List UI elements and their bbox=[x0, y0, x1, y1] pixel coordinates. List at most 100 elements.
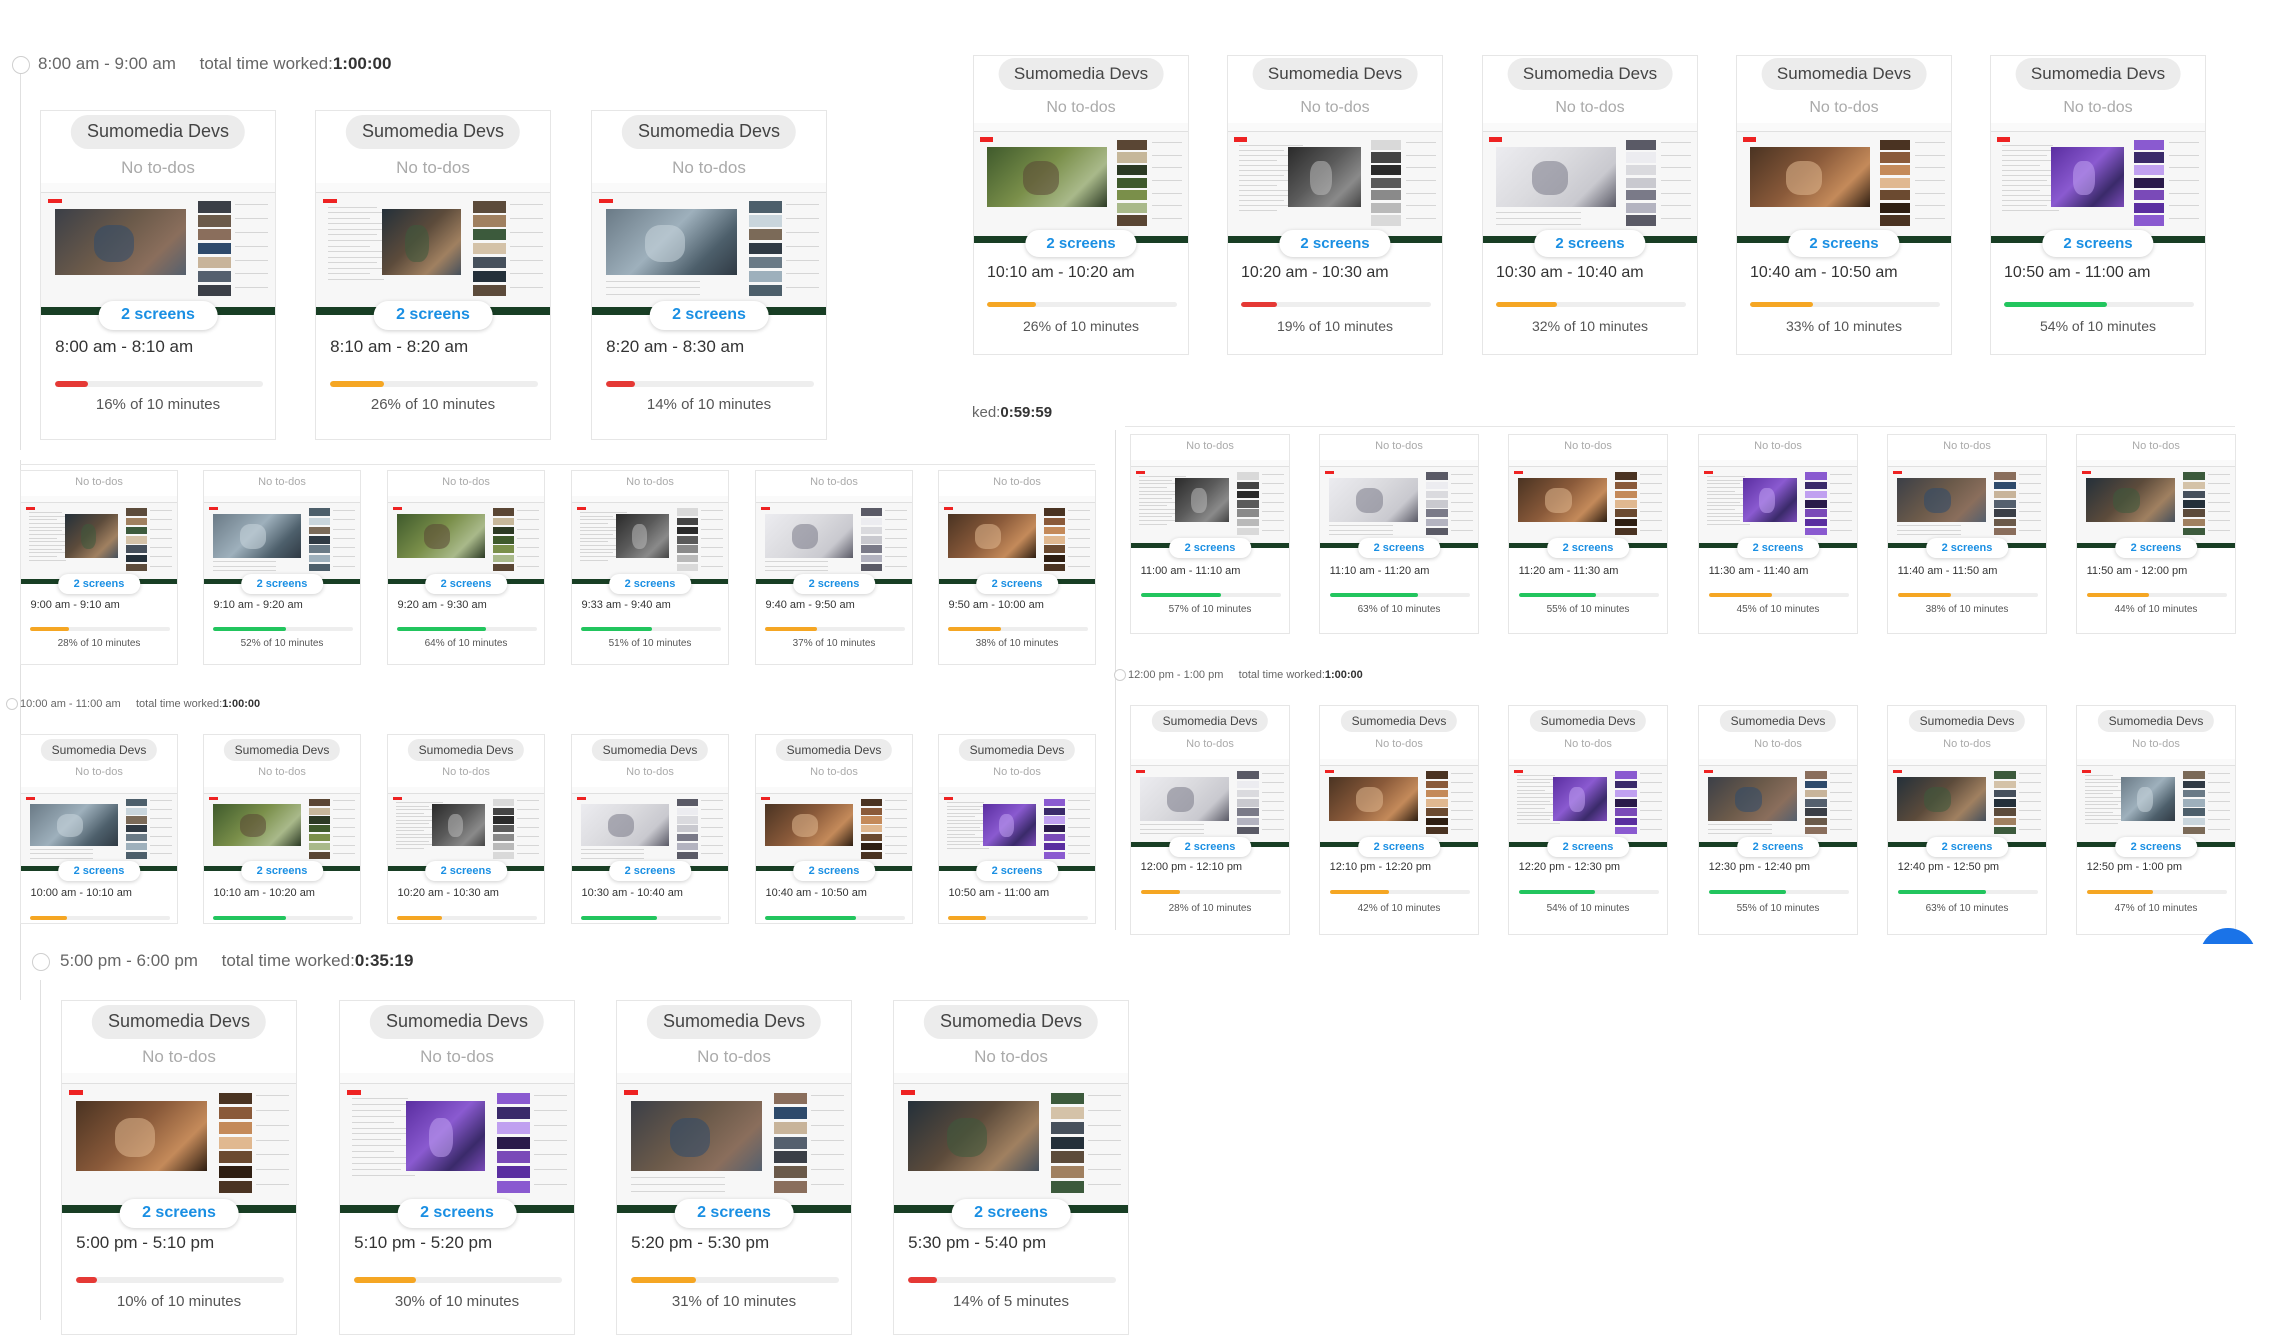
project-pill[interactable]: Sumomedia Devs bbox=[91, 1005, 267, 1039]
screenshot-thumbnail[interactable] bbox=[2077, 759, 2235, 847]
screens-badge[interactable]: 2 screens bbox=[793, 861, 875, 881]
activity-card[interactable]: Sumomedia Devs No to-dos 2 screens 5:10 pm … bbox=[339, 1000, 575, 1335]
screens-badge[interactable]: 2 screens bbox=[609, 574, 691, 594]
screenshot-thumbnail[interactable] bbox=[756, 787, 912, 871]
project-pill[interactable]: Sumomedia Devs bbox=[998, 58, 1164, 90]
screens-badge[interactable]: 2 screens bbox=[976, 574, 1058, 594]
screenshot-thumbnail[interactable] bbox=[1320, 460, 1478, 548]
screenshot-thumbnail[interactable] bbox=[62, 1073, 296, 1213]
screenshot-thumbnail[interactable] bbox=[204, 787, 360, 871]
activity-card[interactable]: No to-dos 2 screens 9:00 am - 9:10 am 28% o… bbox=[20, 470, 178, 665]
screens-badge[interactable]: 2 screens bbox=[1279, 229, 1391, 257]
activity-card[interactable]: Sumomedia Devs No to-dos 2 screens 12:30 pm… bbox=[1698, 705, 1858, 935]
screenshot-thumbnail[interactable] bbox=[939, 496, 1095, 584]
activity-card[interactable]: No to-dos 2 screens 11:50 am - 12:00 pm 44%… bbox=[2076, 434, 2236, 634]
activity-card[interactable]: No to-dos 2 screens 9:33 am - 9:40 am 51% o… bbox=[571, 470, 729, 665]
screens-badge[interactable]: 2 screens bbox=[609, 861, 691, 881]
screens-badge[interactable]: 2 screens bbox=[241, 861, 323, 881]
screens-badge[interactable]: 2 screens bbox=[241, 574, 323, 594]
screens-badge[interactable]: 2 screens bbox=[425, 861, 507, 881]
screens-badge[interactable]: 2 screens bbox=[397, 1198, 517, 1228]
activity-card[interactable]: Sumomedia Devs No to-dos 2 screens 10:00 am… bbox=[20, 734, 178, 924]
screenshot-thumbnail[interactable] bbox=[316, 183, 550, 315]
screenshot-thumbnail[interactable] bbox=[388, 496, 544, 584]
screenshot-thumbnail[interactable] bbox=[617, 1073, 851, 1213]
screenshot-thumbnail[interactable] bbox=[1888, 759, 2046, 847]
screenshot-thumbnail[interactable] bbox=[1699, 759, 1857, 847]
project-pill[interactable]: Sumomedia Devs bbox=[1529, 710, 1647, 733]
project-pill[interactable]: Sumomedia Devs bbox=[2097, 710, 2215, 733]
screens-badge[interactable]: 2 screens bbox=[1547, 538, 1629, 558]
activity-card[interactable]: Sumomedia Devs No to-dos 2 screens 5:30 pm … bbox=[893, 1000, 1129, 1335]
project-pill[interactable]: Sumomedia Devs bbox=[1507, 58, 1673, 90]
project-pill[interactable]: Sumomedia Devs bbox=[369, 1005, 545, 1039]
project-pill[interactable]: Sumomedia Devs bbox=[2015, 58, 2181, 90]
activity-card[interactable]: No to-dos 2 screens 11:10 am - 11:20 am 63%… bbox=[1319, 434, 1479, 634]
project-pill[interactable]: Sumomedia Devs bbox=[1340, 710, 1458, 733]
screens-badge[interactable]: 2 screens bbox=[1358, 837, 1440, 857]
activity-card[interactable]: Sumomedia Devs No to-dos 2 screens 12:40 pm… bbox=[1887, 705, 2047, 935]
screens-badge[interactable]: 2 screens bbox=[2042, 229, 2154, 257]
screenshot-thumbnail[interactable] bbox=[1131, 759, 1289, 847]
screenshot-thumbnail[interactable] bbox=[1320, 759, 1478, 847]
project-pill[interactable]: Sumomedia Devs bbox=[775, 739, 893, 762]
screens-badge[interactable]: 2 screens bbox=[976, 861, 1058, 881]
screens-badge[interactable]: 2 screens bbox=[793, 574, 875, 594]
activity-card[interactable]: Sumomedia Devs No to-dos 2 screens 12:20 pm… bbox=[1508, 705, 1668, 935]
screens-badge[interactable]: 2 screens bbox=[674, 1198, 794, 1228]
screenshot-thumbnail[interactable] bbox=[572, 496, 728, 584]
activity-card[interactable]: Sumomedia Devs No to-dos 2 screens 10:30 am… bbox=[571, 734, 729, 924]
screenshot-thumbnail[interactable] bbox=[21, 787, 177, 871]
screens-badge[interactable]: 2 screens bbox=[58, 574, 140, 594]
activity-card[interactable]: No to-dos 2 screens 9:10 am - 9:20 am 52% o… bbox=[203, 470, 361, 665]
screenshot-thumbnail[interactable] bbox=[1737, 123, 1951, 243]
activity-card[interactable]: No to-dos 2 screens 9:50 am - 10:00 am 38% … bbox=[938, 470, 1096, 665]
project-pill[interactable]: Sumomedia Devs bbox=[223, 739, 341, 762]
activity-card[interactable]: Sumomedia Devs No to-dos 2 screens 8:10 am … bbox=[315, 110, 551, 440]
project-pill[interactable]: Sumomedia Devs bbox=[958, 739, 1076, 762]
project-pill[interactable]: Sumomedia Devs bbox=[646, 1005, 822, 1039]
screenshot-thumbnail[interactable] bbox=[1509, 759, 1667, 847]
project-pill[interactable]: Sumomedia Devs bbox=[591, 739, 709, 762]
screens-badge[interactable]: 2 screens bbox=[1169, 538, 1251, 558]
project-pill[interactable]: Sumomedia Devs bbox=[1151, 710, 1269, 733]
screens-badge[interactable]: 2 screens bbox=[1926, 837, 2008, 857]
activity-card[interactable]: Sumomedia Devs No to-dos 2 screens 10:50 am… bbox=[1990, 55, 2206, 355]
project-pill[interactable]: Sumomedia Devs bbox=[1252, 58, 1418, 90]
project-pill[interactable]: Sumomedia Devs bbox=[70, 115, 246, 149]
project-pill[interactable]: Sumomedia Devs bbox=[40, 739, 158, 762]
activity-card[interactable]: No to-dos 2 screens 11:30 am - 11:40 am 45%… bbox=[1698, 434, 1858, 634]
screenshot-thumbnail[interactable] bbox=[204, 496, 360, 584]
screens-badge[interactable]: 2 screens bbox=[2115, 538, 2197, 558]
project-pill[interactable]: Sumomedia Devs bbox=[923, 1005, 1099, 1039]
screenshot-thumbnail[interactable] bbox=[2077, 460, 2235, 548]
screenshot-thumbnail[interactable] bbox=[572, 787, 728, 871]
screens-badge[interactable]: 2 screens bbox=[425, 574, 507, 594]
screens-badge[interactable]: 2 screens bbox=[98, 300, 218, 330]
screenshot-thumbnail[interactable] bbox=[1888, 460, 2046, 548]
activity-card[interactable]: Sumomedia Devs No to-dos 2 screens 10:10 am… bbox=[973, 55, 1189, 355]
screens-badge[interactable]: 2 screens bbox=[951, 1198, 1071, 1228]
screens-badge[interactable]: 2 screens bbox=[1358, 538, 1440, 558]
screenshot-thumbnail[interactable] bbox=[1228, 123, 1442, 243]
screens-badge[interactable]: 2 screens bbox=[649, 300, 769, 330]
project-pill[interactable]: Sumomedia Devs bbox=[407, 739, 525, 762]
screens-badge[interactable]: 2 screens bbox=[1169, 837, 1251, 857]
activity-card[interactable]: Sumomedia Devs No to-dos 2 screens 10:30 am… bbox=[1482, 55, 1698, 355]
activity-card[interactable]: Sumomedia Devs No to-dos 2 screens 10:10 am… bbox=[203, 734, 361, 924]
activity-card[interactable]: Sumomedia Devs No to-dos 2 screens 10:20 am… bbox=[387, 734, 545, 924]
screens-badge[interactable]: 2 screens bbox=[2115, 837, 2197, 857]
activity-card[interactable]: Sumomedia Devs No to-dos 2 screens 8:00 am … bbox=[40, 110, 276, 440]
screens-badge[interactable]: 2 screens bbox=[58, 861, 140, 881]
screenshot-thumbnail[interactable] bbox=[939, 787, 1095, 871]
screens-badge[interactable]: 2 screens bbox=[1534, 229, 1646, 257]
activity-card[interactable]: No to-dos 2 screens 9:20 am - 9:30 am 64% o… bbox=[387, 470, 545, 665]
screenshot-thumbnail[interactable] bbox=[1509, 460, 1667, 548]
project-pill[interactable]: Sumomedia Devs bbox=[345, 115, 521, 149]
activity-card[interactable]: Sumomedia Devs No to-dos 2 screens 10:50 am… bbox=[938, 734, 1096, 924]
screenshot-thumbnail[interactable] bbox=[1131, 460, 1289, 548]
activity-card[interactable]: Sumomedia Devs No to-dos 2 screens 10:40 am… bbox=[755, 734, 913, 924]
screenshot-thumbnail[interactable] bbox=[340, 1073, 574, 1213]
screenshot-thumbnail[interactable] bbox=[756, 496, 912, 584]
screenshot-thumbnail[interactable] bbox=[388, 787, 544, 871]
